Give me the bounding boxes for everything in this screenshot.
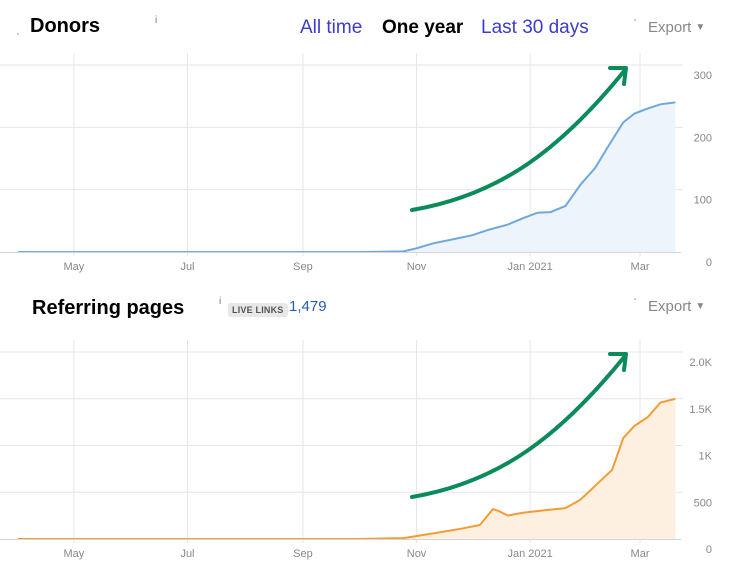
referring-pages-count[interactable]: 1,479 (289, 298, 327, 315)
x-tick-label: Jan 2021 (508, 548, 553, 560)
live-links-badge: LIVE LINKS (228, 303, 288, 317)
series-area (18, 398, 676, 539)
y-tick-label: 300 (694, 70, 712, 82)
y-tick-label: 100 (694, 195, 712, 207)
referring-pages-export-button[interactable]: Export ▼ (648, 298, 705, 315)
growth-arrow (410, 68, 627, 212)
export-marker (634, 298, 636, 300)
series-area (18, 102, 676, 253)
x-tick-label: Jul (180, 261, 194, 273)
donors-panel: Donors i All time One year Last 30 days … (0, 15, 712, 273)
x-tick-label: Jan 2021 (508, 261, 553, 273)
donors-title: Donors (30, 15, 100, 37)
x-tick-label: Nov (407, 548, 427, 560)
y-tick-label: 200 (694, 132, 712, 144)
y-tick-label: 0 (706, 257, 712, 269)
export-label: Export (648, 298, 692, 315)
tab-one-year[interactable]: One year (382, 17, 464, 38)
growth-arrow-head (608, 352, 628, 372)
x-tick-label: Nov (407, 261, 427, 273)
export-marker (634, 19, 636, 21)
y-tick-label: 500 (694, 497, 712, 509)
y-tick-label: 1.5K (689, 404, 712, 416)
donors-export-button[interactable]: Export ▼ (648, 19, 705, 36)
x-tick-label: Sep (293, 548, 313, 560)
chevron-down-icon: ▼ (695, 301, 706, 312)
referring-pages-title: Referring pages (32, 297, 185, 319)
x-tick-label: Sep (293, 261, 313, 273)
y-tick-label: 1K (699, 451, 713, 463)
referring-pages-panel: Referring pages i LIVE LINKS 1,479 Expor… (0, 286, 733, 572)
y-tick-label: 0 (706, 544, 712, 556)
y-tick-label: 2.0K (689, 357, 712, 369)
x-tick-label: Jul (180, 548, 194, 560)
referring-pages-chart: 0 500 1K 1.5K 2.0K May Jul Sep Nov Jan 2021 Mar (0, 340, 713, 560)
x-tick-label: Mar (631, 548, 650, 560)
export-label: Export (648, 19, 692, 36)
corner-marker (17, 33, 19, 35)
referring-pages-info-icon[interactable]: i (219, 296, 222, 307)
growth-arrow (410, 354, 627, 499)
donors-info-icon[interactable]: i (155, 15, 158, 26)
donors-chart: 0 100 200 300 May Jul Sep Nov Jan 2021 Mar (0, 53, 712, 273)
chevron-down-icon: ▼ (695, 22, 706, 33)
x-tick-label: May (63, 261, 84, 273)
tab-last-30-days[interactable]: Last 30 days (481, 17, 589, 38)
x-tick-label: Mar (631, 261, 650, 273)
tab-all-time[interactable]: All time (300, 17, 363, 38)
x-tick-label: May (63, 548, 84, 560)
growth-arrow-head (608, 66, 628, 86)
